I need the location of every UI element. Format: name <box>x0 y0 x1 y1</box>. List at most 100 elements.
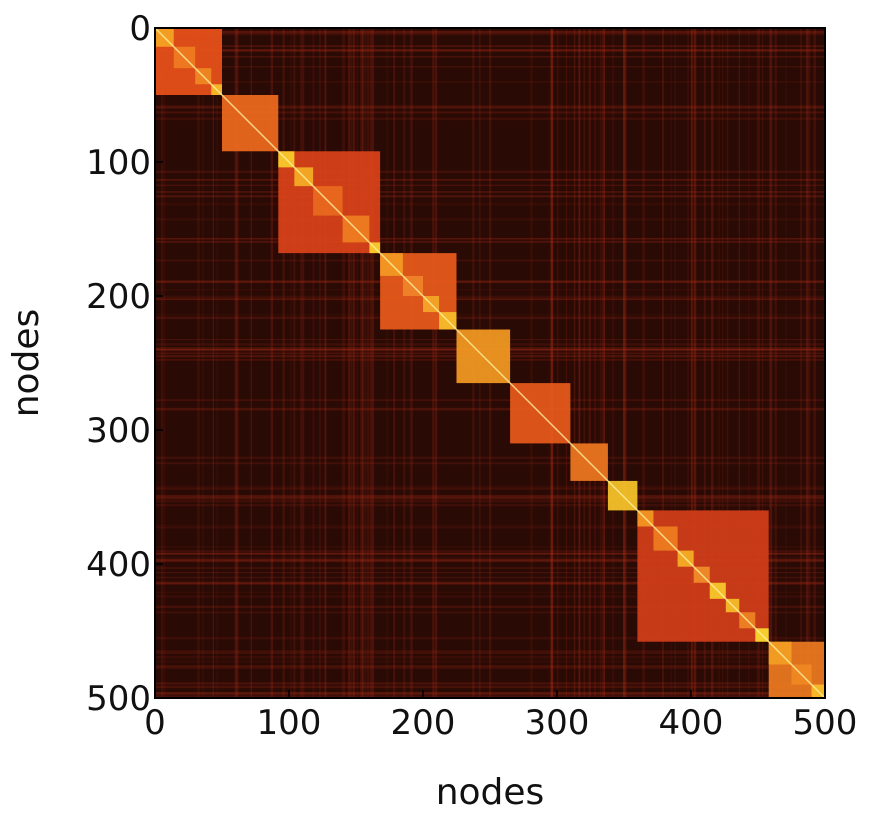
noise-stripe-v <box>350 28 352 698</box>
noise-stripe-h <box>155 636 825 640</box>
noise-stripe-h <box>155 495 825 498</box>
noise-stripe-h <box>155 56 825 58</box>
noise-stripe-v <box>662 28 664 698</box>
noise-stripe-h <box>155 202 825 204</box>
noise-stripe-h <box>155 559 825 563</box>
noise-stripe-h <box>155 571 825 574</box>
noise-stripe-v <box>551 28 553 698</box>
noise-stripe-h <box>155 503 825 507</box>
noise-stripe-v <box>593 28 597 698</box>
noise-stripe-v <box>603 28 606 698</box>
noise-stripe-v <box>769 28 773 698</box>
plot-frame <box>154 27 826 699</box>
noise-stripe-h <box>155 552 825 555</box>
noise-stripe-h <box>155 240 825 243</box>
noise-stripe-h <box>155 611 825 614</box>
noise-stripe-v <box>324 28 327 698</box>
noise-stripe-h <box>155 45 825 47</box>
noise-stripe-v <box>236 28 240 698</box>
noise-stripe-h <box>155 399 825 402</box>
noise-stripe-v <box>364 28 367 698</box>
x-tick-label: 500 <box>793 703 858 743</box>
noise-stripe-v <box>670 28 672 698</box>
noise-stripe-v <box>270 28 274 698</box>
noise-stripe-h <box>155 605 825 608</box>
noise-stripe-v <box>774 28 777 698</box>
noise-stripe-v <box>369 28 372 698</box>
noise-stripe-v <box>197 28 200 698</box>
noise-stripe-h <box>155 682 825 685</box>
noise-stripe-h <box>155 462 825 465</box>
noise-stripe-h <box>155 595 825 598</box>
noise-stripe-h <box>155 49 825 52</box>
noise-stripe-v <box>550 28 554 698</box>
noise-stripe-h <box>155 691 825 695</box>
noise-stripe-h <box>155 178 825 181</box>
noise-stripe-v <box>622 28 626 698</box>
noise-stripe-v <box>738 28 740 698</box>
noise-stripe-v <box>549 28 553 698</box>
noise-stripe-h <box>155 567 825 569</box>
noise-stripe-v <box>726 28 729 698</box>
plot-area <box>155 28 825 698</box>
noise-stripe-v <box>300 28 302 698</box>
noise-stripe-v <box>318 28 321 698</box>
noise-stripe-h <box>155 31 825 34</box>
noise-stripe-v <box>348 28 351 698</box>
noise-stripe-h <box>155 217 825 221</box>
noise-stripe-h <box>155 30 825 33</box>
noise-stripe-v <box>565 28 567 698</box>
noise-stripe-h <box>155 685 825 689</box>
noise-stripe-h <box>155 298 825 301</box>
y-tick-label: 400 <box>86 545 151 585</box>
noise-stripe-h <box>155 280 825 282</box>
noise-stripe-v <box>301 28 305 698</box>
noise-stripe-h <box>155 581 825 585</box>
noise-stripe-v <box>756 28 760 698</box>
noise-stripe-v <box>163 28 166 698</box>
noise-stripe-h <box>155 497 825 500</box>
y-tick-label: 300 <box>86 411 151 451</box>
noise-stripe-h <box>155 49 825 52</box>
noise-stripe-v <box>762 28 764 698</box>
noise-stripe-v <box>411 28 413 698</box>
noise-stripe-h <box>155 316 825 320</box>
heatmap-diagonal <box>155 28 825 698</box>
noise-stripe-v <box>642 28 645 698</box>
noise-stripe-v <box>599 28 602 698</box>
x-axis-ticks: 0 100 200 300 400 500 <box>144 690 857 743</box>
noise-stripe-v <box>371 28 375 698</box>
noise-stripe-v <box>577 28 581 698</box>
noise-stripe-v <box>556 28 559 698</box>
x-tick-label: 400 <box>659 703 724 743</box>
noise-stripe-v <box>623 28 626 698</box>
noise-stripe-h <box>155 289 825 291</box>
noise-stripe-v <box>550 28 553 698</box>
noise-stripe-h <box>155 81 825 83</box>
noise-stripe-h <box>155 524 825 527</box>
noise-stripe-v <box>290 28 292 698</box>
noise-stripe-h <box>155 559 825 562</box>
noise-stripe-h <box>155 66 825 68</box>
heatmap-noise <box>155 28 825 698</box>
noise-stripe-h <box>155 650 825 653</box>
noise-stripe-h <box>155 546 825 548</box>
noise-stripe-h <box>155 295 825 299</box>
noise-stripe-v <box>573 28 576 698</box>
noise-stripe-h <box>155 117 825 121</box>
noise-stripe-h <box>155 195 825 198</box>
noise-stripe-v <box>703 28 706 698</box>
x-tick-label: 100 <box>257 703 322 743</box>
noise-stripe-v <box>160 28 164 698</box>
x-tick-label: 300 <box>525 703 590 743</box>
noise-stripe-h <box>155 45 825 48</box>
noise-stripe-h <box>155 105 825 108</box>
noise-stripe-v <box>323 28 327 698</box>
noise-stripe-h <box>155 500 825 503</box>
noise-stripe-h <box>155 651 825 655</box>
noise-stripe-v <box>393 28 395 698</box>
noise-stripe-h <box>155 695 825 698</box>
noise-stripe-h <box>155 655 825 659</box>
noise-stripe-h <box>155 170 825 174</box>
noise-stripe-v <box>691 28 693 698</box>
